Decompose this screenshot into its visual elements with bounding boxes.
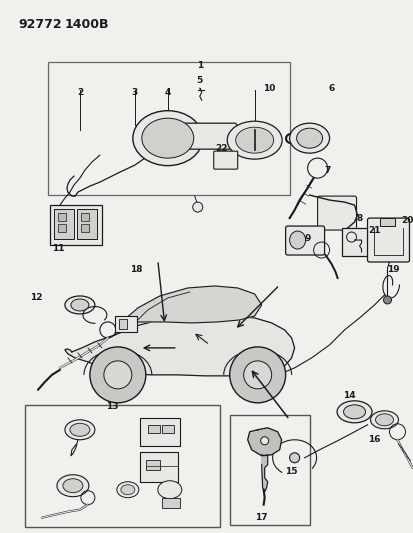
Circle shape	[90, 347, 145, 403]
Bar	[25, 405, 219, 527]
FancyBboxPatch shape	[172, 123, 236, 149]
Text: 5: 5	[196, 76, 202, 85]
FancyBboxPatch shape	[317, 196, 356, 230]
Text: 11: 11	[52, 244, 64, 253]
FancyBboxPatch shape	[285, 226, 324, 255]
Text: 10: 10	[263, 84, 275, 93]
Ellipse shape	[71, 299, 89, 311]
Bar	[341, 228, 373, 256]
Bar	[77, 209, 97, 239]
Text: 12: 12	[30, 294, 42, 302]
Ellipse shape	[65, 420, 95, 440]
Bar	[48, 62, 289, 195]
Text: 14: 14	[342, 391, 355, 400]
FancyBboxPatch shape	[367, 218, 408, 262]
Ellipse shape	[260, 437, 268, 445]
Text: 15: 15	[285, 467, 297, 477]
Ellipse shape	[142, 118, 193, 158]
Text: 3: 3	[131, 88, 138, 96]
Circle shape	[289, 453, 299, 463]
Bar	[379, 218, 394, 226]
Text: 22: 22	[215, 144, 228, 152]
Ellipse shape	[65, 296, 95, 314]
Ellipse shape	[63, 479, 83, 492]
Ellipse shape	[57, 475, 89, 497]
Polygon shape	[261, 455, 267, 492]
Circle shape	[243, 361, 271, 389]
Bar	[114, 316, 136, 332]
Ellipse shape	[375, 414, 392, 426]
Bar	[81, 213, 89, 221]
Text: 20: 20	[400, 215, 413, 224]
Ellipse shape	[343, 405, 365, 419]
Ellipse shape	[121, 484, 135, 495]
Text: 6: 6	[328, 84, 334, 93]
Text: 16: 16	[368, 435, 380, 445]
Bar	[119, 319, 126, 329]
Ellipse shape	[289, 231, 305, 249]
Bar	[229, 415, 309, 524]
Circle shape	[104, 361, 131, 389]
Bar	[58, 224, 66, 232]
Ellipse shape	[370, 411, 398, 429]
Ellipse shape	[289, 123, 329, 153]
Polygon shape	[65, 315, 294, 376]
Bar	[145, 460, 159, 470]
Text: 1: 1	[196, 61, 202, 70]
Ellipse shape	[133, 111, 202, 166]
Circle shape	[382, 296, 391, 304]
Polygon shape	[247, 428, 281, 456]
Bar	[140, 452, 177, 482]
Text: 17: 17	[255, 513, 267, 522]
Polygon shape	[114, 286, 261, 335]
Circle shape	[192, 202, 202, 212]
Bar	[54, 209, 74, 239]
Circle shape	[229, 347, 285, 403]
Text: 19: 19	[386, 265, 399, 274]
Text: 21: 21	[368, 225, 380, 235]
Ellipse shape	[227, 121, 281, 159]
Text: 4: 4	[164, 88, 171, 96]
Text: 18: 18	[129, 265, 142, 274]
Bar	[81, 224, 89, 232]
Bar	[140, 418, 179, 446]
Text: 13: 13	[105, 402, 118, 411]
Bar	[147, 425, 159, 433]
Text: 8: 8	[356, 214, 362, 223]
Ellipse shape	[70, 423, 90, 437]
Ellipse shape	[336, 401, 371, 423]
Text: 2: 2	[76, 88, 83, 96]
Ellipse shape	[296, 128, 322, 148]
Text: 7: 7	[324, 166, 330, 175]
Ellipse shape	[116, 482, 138, 498]
Text: 92772: 92772	[18, 18, 62, 31]
Bar	[50, 205, 102, 245]
Bar	[58, 213, 66, 221]
Bar	[161, 498, 179, 508]
Text: 9: 9	[304, 233, 310, 243]
Text: 1400B: 1400B	[65, 18, 109, 31]
Ellipse shape	[235, 127, 273, 153]
Bar	[161, 425, 173, 433]
FancyBboxPatch shape	[213, 151, 237, 169]
Ellipse shape	[157, 481, 181, 499]
